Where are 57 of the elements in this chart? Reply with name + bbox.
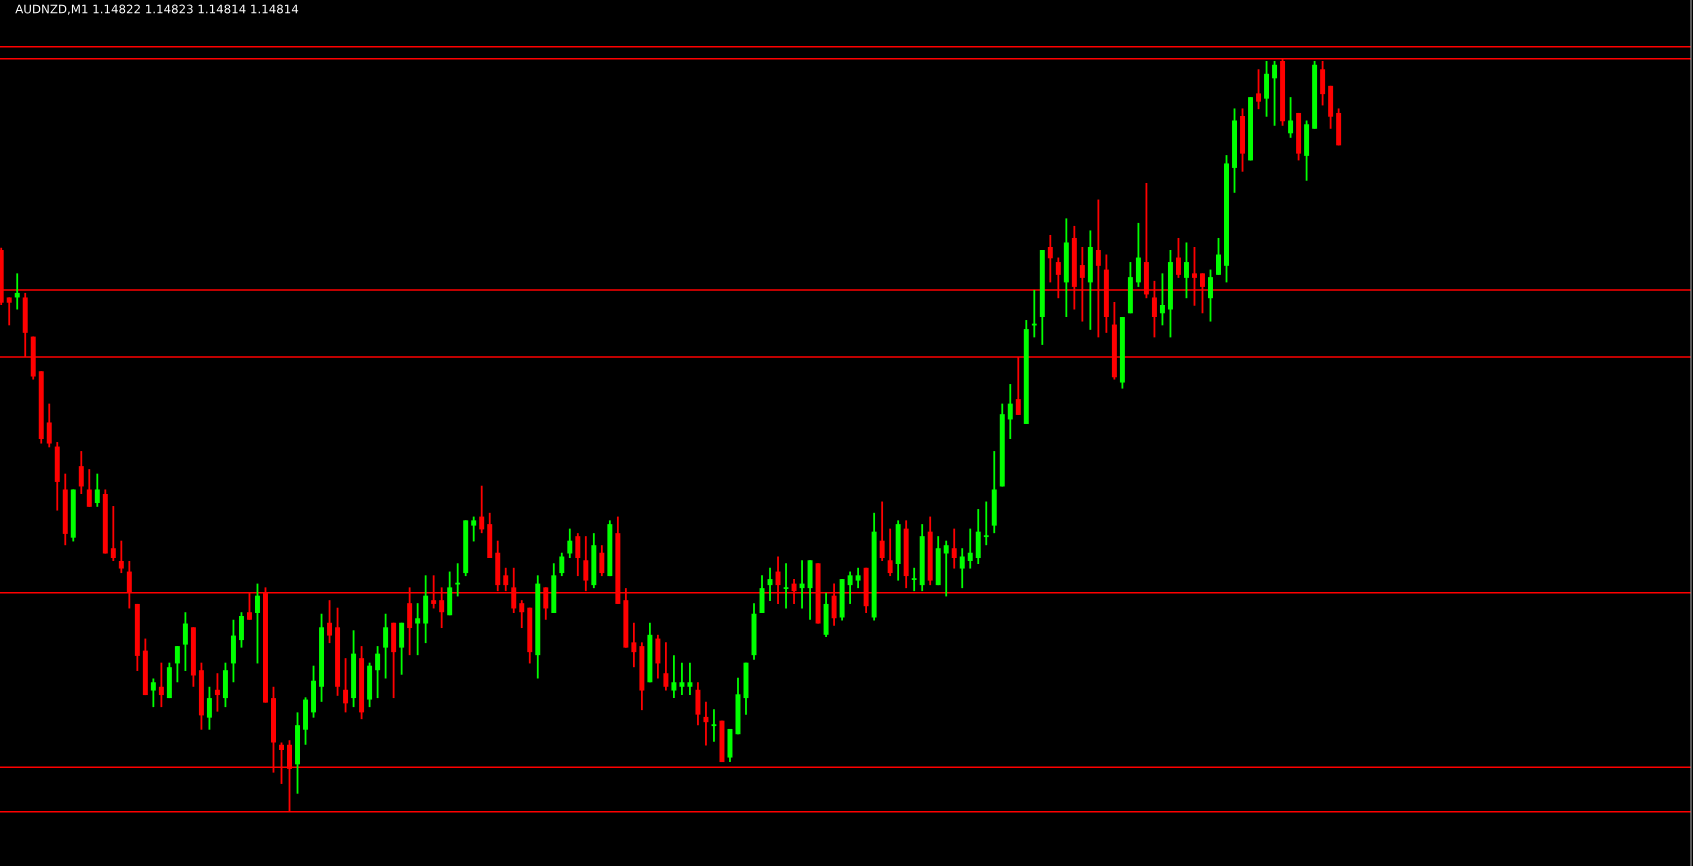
candlestick	[559, 551, 565, 577]
candlestick	[158, 661, 164, 709]
candlestick	[943, 539, 949, 598]
candlestick	[214, 672, 220, 713]
candlestick	[967, 527, 973, 570]
candlestick	[375, 645, 381, 699]
candlestick	[110, 505, 116, 562]
candlestick	[887, 527, 893, 577]
candlestick	[910, 566, 918, 593]
candlestick	[6, 296, 12, 327]
candlestick	[567, 527, 573, 559]
candlestick	[78, 450, 84, 495]
candlestick	[671, 654, 677, 699]
candlestick	[383, 612, 389, 680]
candlestick	[415, 602, 421, 657]
candlestick	[254, 582, 260, 665]
candlestick	[1256, 68, 1262, 111]
candlestick	[663, 641, 669, 692]
candlestick	[799, 559, 805, 610]
candlestick	[1175, 237, 1181, 279]
candlestick	[118, 539, 124, 574]
candlestick	[182, 611, 188, 672]
candlestick	[879, 500, 885, 562]
candlestick	[14, 272, 20, 311]
candlestick	[327, 599, 333, 645]
candlestick	[471, 515, 477, 543]
candlestick	[86, 468, 92, 508]
candlestick	[703, 700, 709, 747]
candlestick	[982, 500, 990, 547]
candlestick	[1183, 241, 1189, 300]
candlestick	[1216, 237, 1221, 276]
candlestick	[1007, 383, 1013, 440]
candlestick	[206, 685, 212, 731]
chart-title: AUDNZD,M1 1.14822 1.14823 1.14814 1.14814	[15, 4, 299, 15]
candlestick	[959, 547, 965, 590]
candlestick	[767, 566, 773, 602]
candlestick	[46, 402, 52, 449]
candlestick	[951, 527, 957, 570]
candlestick	[519, 599, 525, 629]
candlestick	[94, 472, 100, 508]
candlestick	[1047, 234, 1053, 284]
candlestick	[454, 562, 461, 598]
candlestick	[679, 661, 685, 696]
candlestick	[575, 532, 581, 577]
candlestick	[855, 566, 861, 590]
candlestick	[847, 570, 853, 605]
candlestick	[687, 661, 693, 696]
candlestick	[631, 621, 637, 669]
candlestick	[1272, 60, 1278, 127]
candlestick	[1208, 268, 1213, 323]
candlestick	[1159, 272, 1165, 327]
candlestick	[174, 645, 180, 684]
candlestick	[150, 677, 156, 709]
candlestick	[599, 544, 605, 577]
candlestick	[1288, 96, 1294, 139]
candlestick	[343, 657, 349, 714]
candlestick	[479, 484, 485, 535]
